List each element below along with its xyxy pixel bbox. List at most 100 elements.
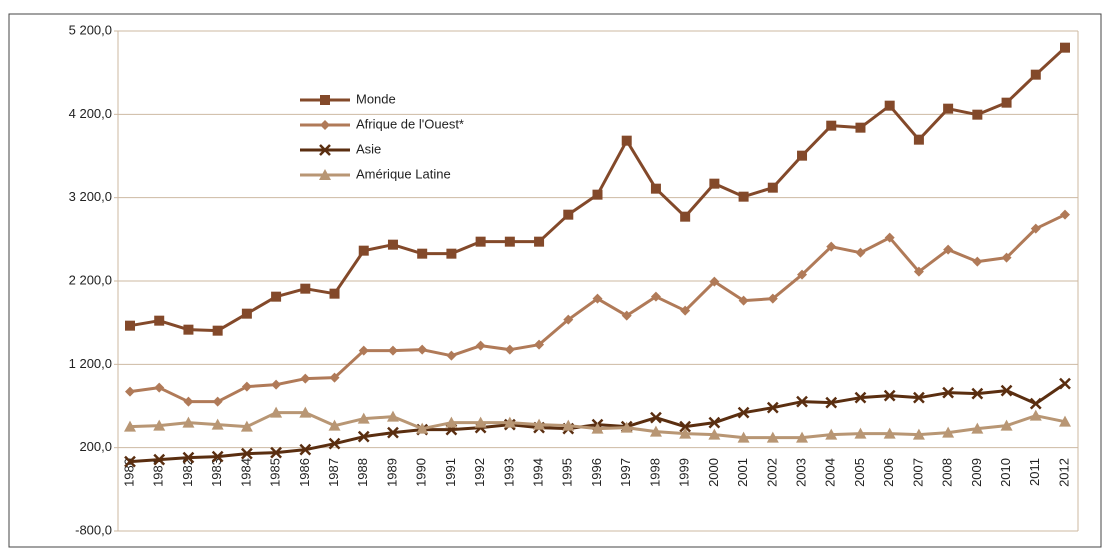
y-tick-label: -800,0	[75, 522, 112, 537]
point	[971, 387, 984, 400]
x-tick-label: 2010	[998, 458, 1013, 487]
point	[738, 191, 749, 202]
x-tick-label: 1985	[268, 458, 283, 487]
point	[328, 419, 341, 431]
point	[446, 248, 457, 259]
point	[504, 236, 515, 247]
point	[912, 428, 925, 440]
point	[709, 276, 720, 287]
point	[357, 412, 370, 424]
point	[1000, 419, 1013, 431]
point	[1059, 415, 1071, 427]
point	[475, 340, 486, 351]
point	[1029, 397, 1042, 410]
point	[1001, 252, 1012, 263]
point	[211, 450, 224, 463]
point	[387, 345, 398, 356]
point	[1030, 223, 1041, 234]
point	[563, 209, 574, 220]
point	[650, 183, 661, 194]
point	[154, 315, 165, 326]
point	[883, 427, 896, 439]
point	[154, 382, 165, 393]
point	[738, 295, 749, 306]
x-tick-label: 2002	[764, 458, 779, 487]
x-tick-label: 2001	[735, 458, 750, 487]
point	[241, 381, 252, 392]
legend-label: Afrique de l'Ouest*	[356, 116, 464, 131]
legend-marker	[319, 144, 331, 156]
x-tick-label: 1982	[180, 458, 195, 487]
point	[650, 291, 661, 302]
x-tick-label: 1991	[443, 458, 458, 487]
x-tick-label: 1983	[209, 458, 224, 487]
point	[797, 269, 808, 280]
point	[942, 426, 955, 438]
point	[1059, 377, 1071, 390]
point	[679, 420, 692, 433]
point	[416, 422, 429, 434]
point	[884, 100, 895, 111]
point	[855, 122, 866, 133]
point	[328, 437, 341, 450]
point	[125, 320, 135, 331]
point	[767, 293, 778, 304]
x-tick-label: 1998	[647, 458, 662, 487]
x-tick-label: 2008	[940, 458, 955, 487]
point	[767, 182, 778, 193]
point	[474, 416, 487, 428]
point	[971, 422, 984, 434]
point	[796, 395, 808, 408]
point	[1001, 97, 1012, 108]
point	[241, 308, 252, 319]
x-tick-label: 1997	[618, 458, 633, 487]
point	[240, 447, 253, 460]
point	[534, 236, 545, 247]
y-tick-label: 4 200,0	[69, 106, 112, 121]
x-tick-label: 1987	[326, 458, 341, 487]
legend-label: Monde	[356, 91, 396, 106]
point	[358, 245, 369, 256]
point	[913, 266, 924, 277]
point	[417, 344, 428, 355]
point	[212, 396, 223, 407]
point	[445, 416, 458, 428]
point	[680, 211, 691, 222]
point	[649, 425, 662, 437]
point	[709, 178, 720, 189]
point	[854, 427, 867, 439]
x-tick-label: 1981	[151, 458, 166, 487]
point	[504, 344, 515, 355]
point	[124, 420, 136, 432]
x-tick-label: 2011	[1027, 458, 1042, 486]
point	[854, 391, 867, 404]
y-tick-label: 5 200,0	[69, 22, 112, 37]
point	[329, 288, 340, 299]
point	[943, 244, 954, 255]
x-tick-label: 1992	[472, 458, 487, 487]
point	[300, 283, 311, 294]
point	[271, 291, 282, 302]
x-tick-label: 2007	[910, 458, 925, 487]
x-tick-label: 1989	[384, 458, 399, 487]
x-tick-label: 1995	[560, 458, 575, 487]
x-tick-label: 1994	[531, 458, 546, 487]
point	[592, 189, 603, 200]
x-tick-label: 1999	[677, 458, 692, 487]
point	[737, 431, 750, 443]
point	[153, 419, 166, 431]
point	[855, 247, 866, 258]
point	[240, 420, 253, 432]
point	[650, 411, 662, 424]
x-tick-label: 1986	[297, 458, 312, 487]
point	[153, 453, 166, 466]
point	[503, 416, 516, 428]
y-tick-label: 200,0	[79, 439, 112, 454]
point	[329, 372, 340, 383]
point	[884, 232, 895, 243]
frame	[8, 13, 1102, 548]
point	[972, 256, 983, 267]
x-tick-label: 2005	[852, 458, 867, 487]
point	[357, 430, 370, 443]
